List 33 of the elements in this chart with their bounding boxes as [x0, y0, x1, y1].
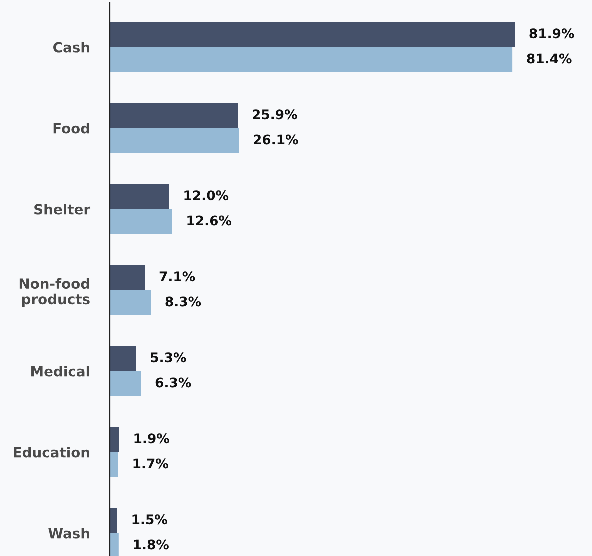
- bar: [110, 209, 172, 234]
- y-tick-label: Wash: [48, 528, 90, 539]
- data-label: 81.9%: [530, 28, 574, 39]
- bar: [110, 452, 118, 478]
- data-label: 8.3%: [166, 296, 202, 307]
- bar: [110, 128, 240, 154]
- y-tick-label: Non-food products: [20, 278, 90, 308]
- data-label: 1.5%: [132, 514, 168, 525]
- data-label: 26.1%: [254, 134, 298, 145]
- bar: [110, 346, 136, 372]
- bar: [110, 265, 146, 290]
- y-tick-label: Cash: [54, 42, 90, 53]
- data-label: 12.6%: [188, 216, 232, 226]
- data-label: 1.9%: [134, 434, 170, 444]
- bar: [110, 371, 142, 396]
- bar: [110, 184, 170, 210]
- bar: [110, 47, 513, 72]
- bar: [110, 22, 516, 48]
- data-label: 5.3%: [151, 352, 186, 363]
- y-tick-label: Food: [54, 123, 90, 134]
- bar: [110, 427, 120, 452]
- y-tick-label: Medical: [32, 366, 90, 377]
- data-label: 7.1%: [160, 272, 196, 282]
- data-label: 1.8%: [134, 540, 169, 550]
- bar: [110, 290, 152, 316]
- y-tick-label: Education: [14, 447, 90, 458]
- data-label: 1.7%: [134, 458, 168, 469]
- bar: [110, 103, 238, 128]
- data-label: 25.9%: [253, 110, 298, 120]
- data-label: 12.0%: [184, 190, 229, 201]
- data-label: 81.4%: [527, 54, 572, 64]
- data-label: 6.3%: [156, 378, 192, 388]
- y-tick-label: Shelter: [34, 204, 91, 215]
